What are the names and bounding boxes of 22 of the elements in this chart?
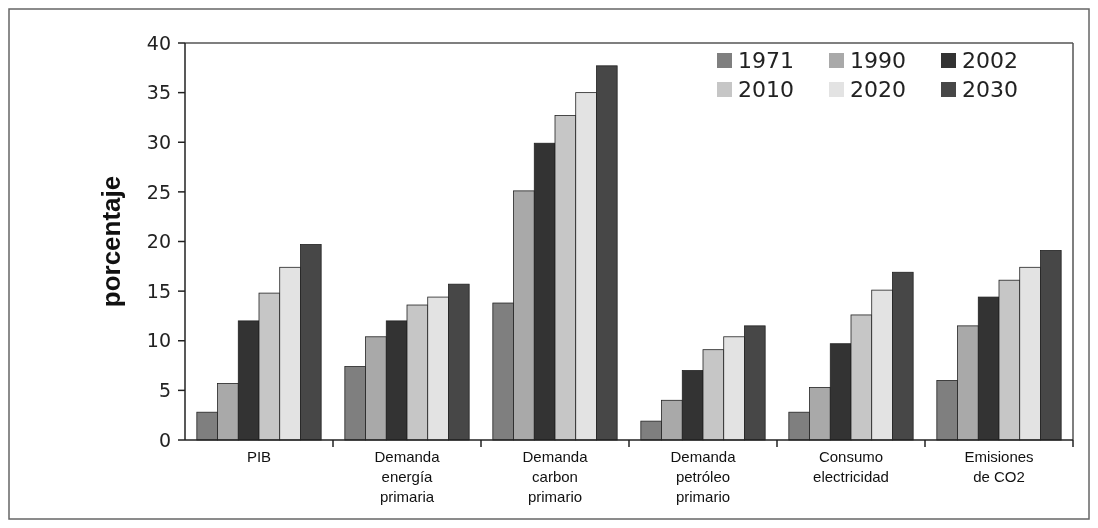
y-tick-label: 20 — [146, 230, 171, 253]
x-tick-label: Demanda energía primaria — [374, 448, 441, 505]
x-tick-label: Consumo electricidad — [813, 448, 889, 485]
y-tick-label: 35 — [146, 81, 171, 104]
x-tick-label: Emisiones de CO2 — [964, 448, 1034, 485]
y-tick-label: 40 — [146, 31, 171, 54]
x-tick-label: PIB — [246, 448, 272, 465]
x-tick-label: Demanda petróleo primario — [670, 448, 737, 505]
y-tick-label: 10 — [146, 329, 171, 352]
y-tick-label: 25 — [146, 180, 171, 203]
legend-label: 2010 — [738, 77, 794, 102]
y-tick-label: 30 — [146, 130, 171, 153]
legend-label: 1990 — [850, 48, 906, 73]
legend-label: 2002 — [962, 48, 1018, 73]
y-tick-label: 0 — [158, 428, 171, 451]
legend-label: 1971 — [738, 48, 794, 73]
x-tick-label: Demanda carbon primario — [522, 448, 589, 505]
y-axis-title: porcentaje — [96, 175, 126, 308]
y-tick-label: 5 — [158, 379, 171, 402]
y-tick-label: 15 — [146, 279, 171, 302]
legend-label: 2020 — [850, 77, 906, 102]
legend-label: 2030 — [962, 77, 1018, 102]
